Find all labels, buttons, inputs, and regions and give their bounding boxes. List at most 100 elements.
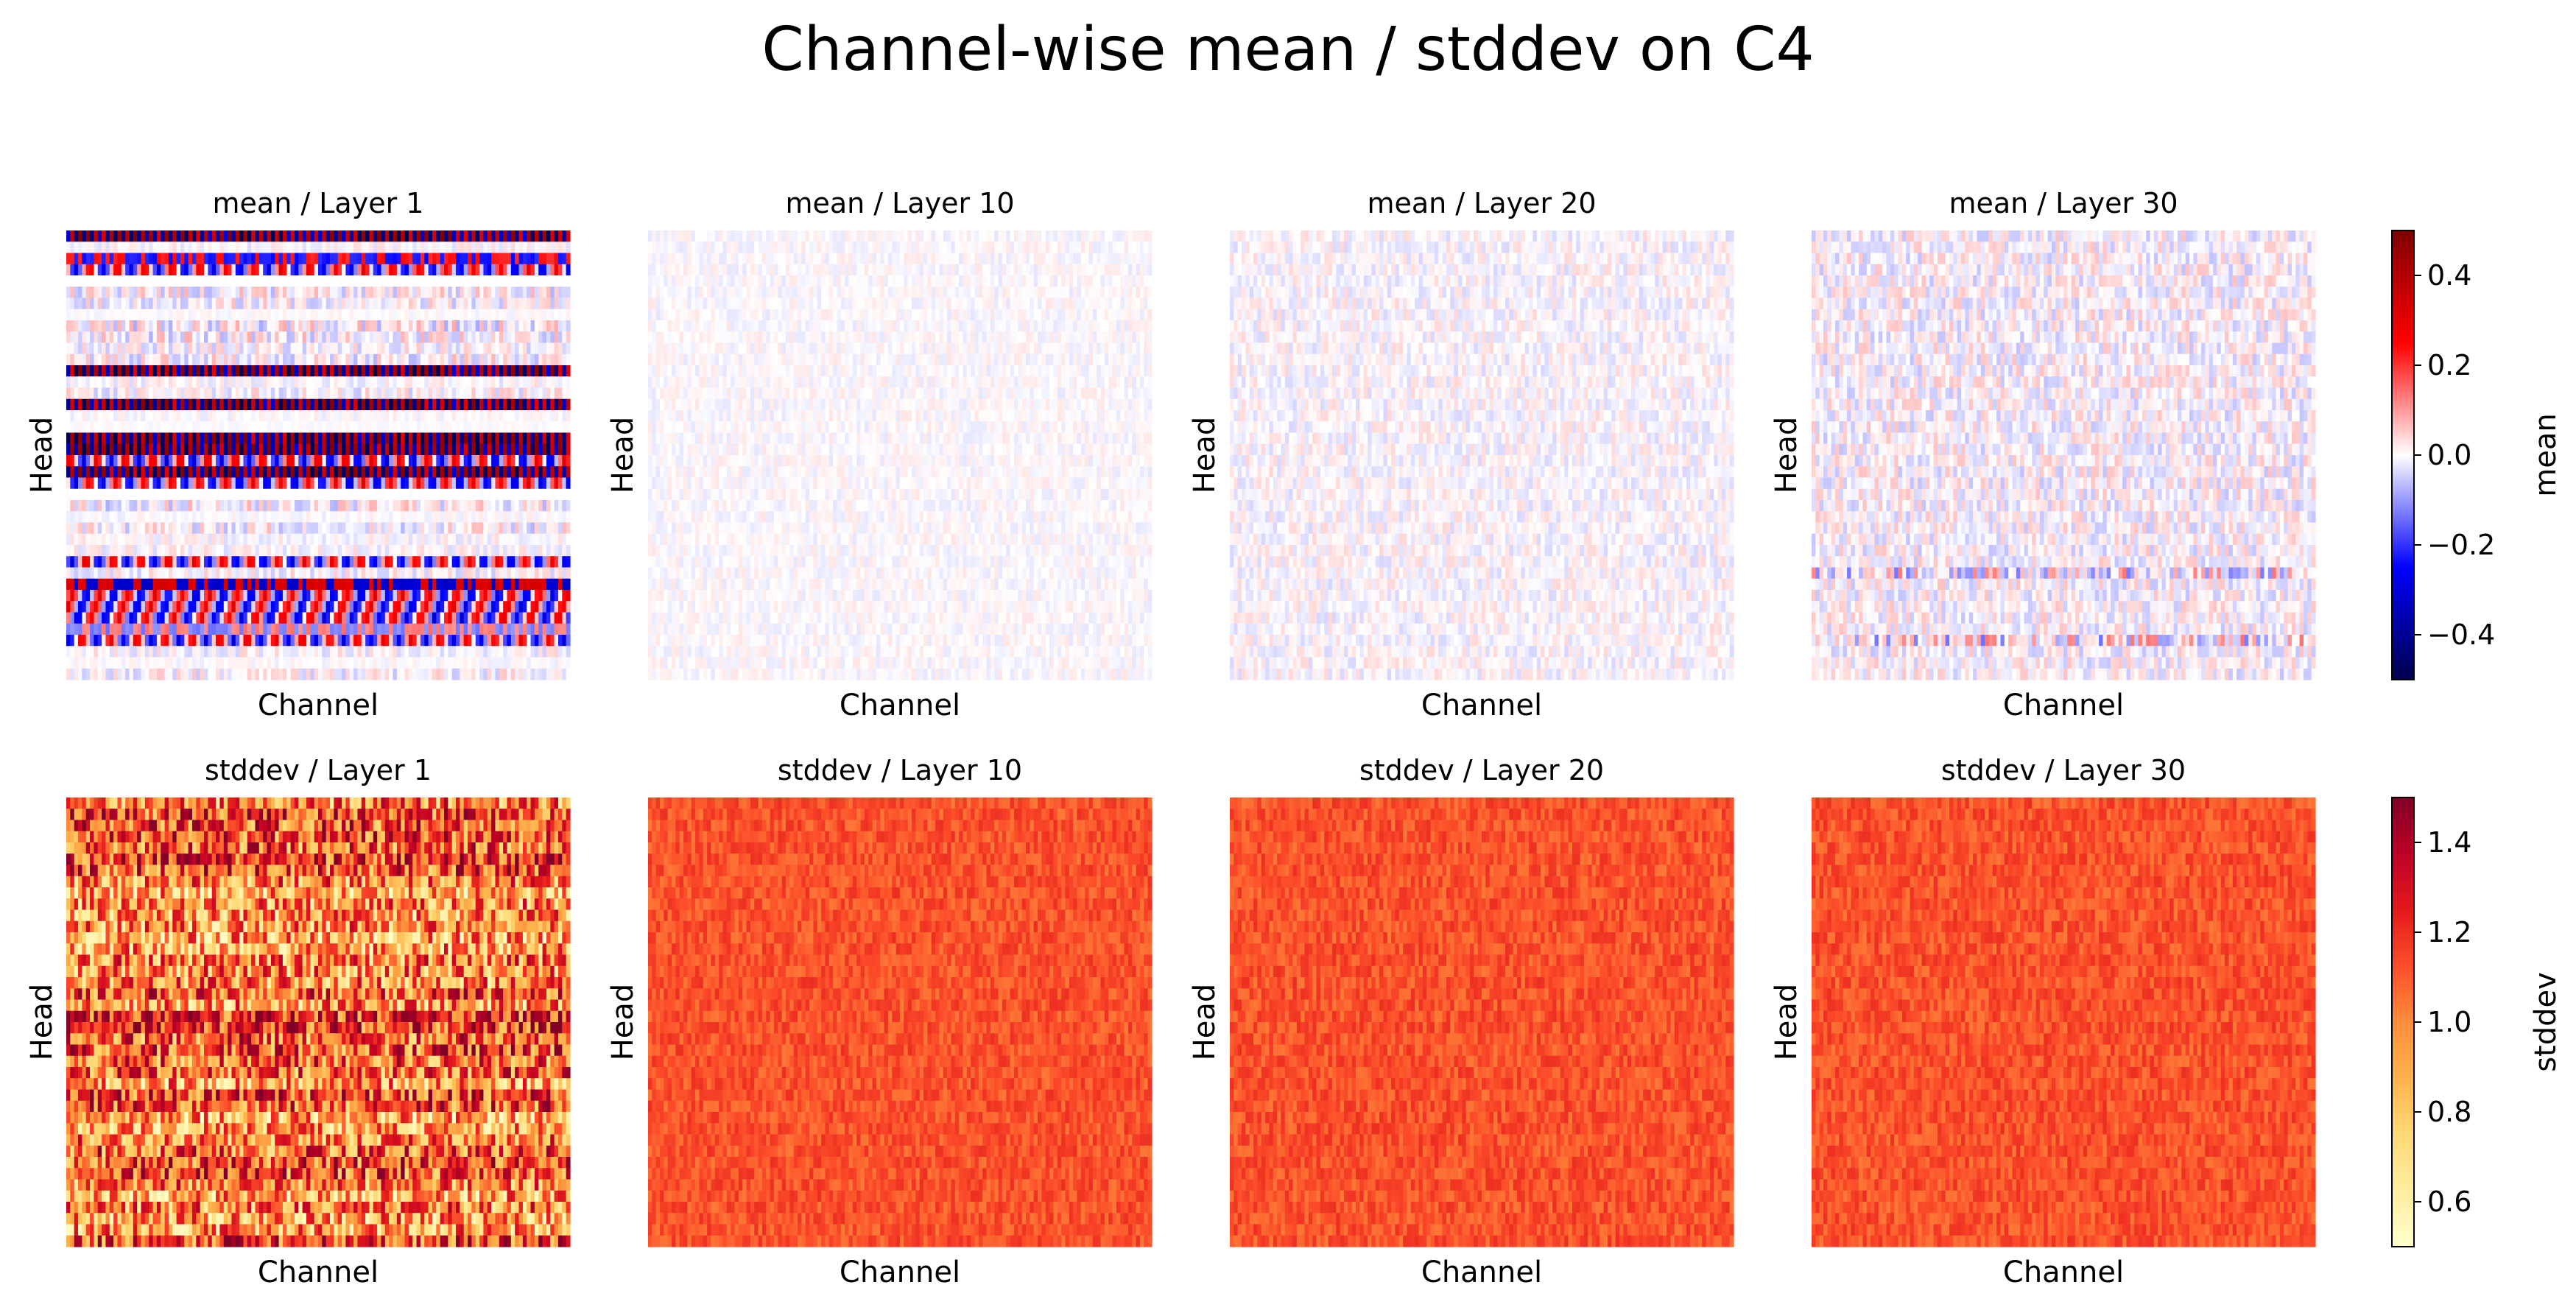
heatmap-cell (349, 545, 354, 557)
heatmap-cell (125, 646, 130, 658)
heatmap-cell (176, 331, 181, 344)
heatmap-cell (444, 533, 448, 546)
heatmap-cell (515, 488, 520, 501)
heatmap-cell (345, 488, 351, 501)
heatmap-cell (330, 398, 334, 411)
heatmap-cell (345, 533, 351, 546)
heatmap-cell (298, 264, 303, 276)
heatmap-cell (538, 353, 543, 366)
heatmap-cell (345, 657, 351, 669)
heatmap-cell (322, 320, 327, 332)
heatmap-cell (239, 387, 244, 400)
heatmap-cell (82, 331, 87, 344)
heatmap-cell (302, 230, 307, 242)
heatmap-cell (499, 242, 504, 254)
heatmap-cell (471, 556, 476, 568)
heatmap-cell (231, 623, 236, 635)
heatmap-cell (349, 432, 354, 445)
heatmap-cell (172, 612, 177, 624)
heatmap-cell (231, 635, 236, 647)
heatmap-cell (156, 567, 161, 580)
heatmap-cell (365, 500, 370, 512)
heatmap-cell (94, 601, 99, 613)
heatmap-cell (239, 545, 244, 557)
heatmap-cell (149, 466, 154, 479)
heatmap-cell (247, 286, 252, 299)
heatmap-cell (137, 275, 142, 287)
heatmap-cell (384, 320, 390, 332)
heatmap-cell (318, 578, 323, 591)
heatmap-cell (412, 443, 418, 456)
heatmap-cell (97, 242, 102, 254)
heatmap-cell (408, 230, 413, 242)
heatmap-cell (176, 432, 181, 445)
heatmap-cell (243, 455, 248, 467)
heatmap-cell (184, 353, 189, 366)
heatmap-cell (475, 657, 480, 669)
heatmap-cell (515, 556, 520, 568)
heatmap-cell (219, 635, 225, 647)
heatmap-cell (255, 500, 260, 512)
heatmap-cell (318, 601, 323, 613)
heatmap-cell (243, 612, 248, 624)
heatmap-cell (404, 590, 409, 602)
heatmap-cell (342, 612, 346, 624)
heatmap-cell (550, 488, 555, 501)
heatmap-cell (349, 455, 354, 467)
heatmap-cell (542, 353, 547, 366)
heatmap-cell (176, 387, 181, 400)
heatmap-cell (456, 376, 460, 389)
heatmap-cell (216, 567, 220, 580)
heatmap-cell (125, 320, 130, 332)
heatmap-cell (377, 264, 382, 276)
heatmap-cell (451, 242, 457, 254)
heatmap-cell (566, 477, 571, 490)
heatmap-cell (546, 511, 551, 524)
heatmap-cell (499, 556, 504, 568)
heatmap-cell (282, 320, 287, 332)
heatmap-cell (538, 286, 543, 299)
heatmap-cell (322, 264, 327, 276)
heatmap-cell (137, 253, 142, 265)
heatmap-cell (534, 432, 539, 445)
heatmap-cell (518, 533, 524, 546)
heatmap-cell (298, 590, 303, 602)
heatmap-cell (451, 612, 457, 624)
heatmap-cell (152, 365, 158, 377)
heatmap-cell (365, 331, 370, 344)
heatmap-cell (507, 567, 512, 580)
heatmap-cell (515, 635, 520, 647)
heatmap-cell (471, 376, 476, 389)
heatmap-cell (440, 331, 445, 344)
heatmap-cell (117, 612, 122, 624)
heatmap-cell (149, 365, 154, 377)
heatmap-cell (334, 432, 339, 445)
heatmap-cell (105, 623, 110, 635)
heatmap-cell (149, 320, 154, 332)
heatmap-cell (534, 612, 539, 624)
heatmap-cell (334, 657, 339, 669)
heatmap-cell (228, 443, 233, 456)
heatmap-cell (393, 309, 398, 321)
heatmap-cell (196, 387, 201, 400)
heatmap-cell (66, 230, 71, 242)
heatmap-cell (121, 398, 126, 411)
heatmap-cell (369, 500, 374, 512)
heatmap-cell (557, 466, 563, 479)
heatmap-cell (137, 500, 142, 512)
heatmap-cell (216, 522, 220, 535)
heatmap-cell (369, 590, 374, 602)
heatmap-cell (161, 601, 166, 613)
heatmap-cell (381, 488, 386, 501)
heatmap-cell (196, 556, 201, 568)
heatmap-cell (255, 443, 260, 456)
heatmap-cell (298, 410, 303, 422)
heatmap-cell (66, 264, 71, 276)
heatmap-cell (164, 264, 169, 276)
heatmap-cell (78, 353, 82, 366)
heatmap-cell (204, 242, 208, 254)
heatmap-cell (144, 477, 149, 490)
heatmap-cell (105, 242, 110, 254)
heatmap-cell (357, 511, 362, 524)
heatmap-cell (401, 297, 406, 310)
